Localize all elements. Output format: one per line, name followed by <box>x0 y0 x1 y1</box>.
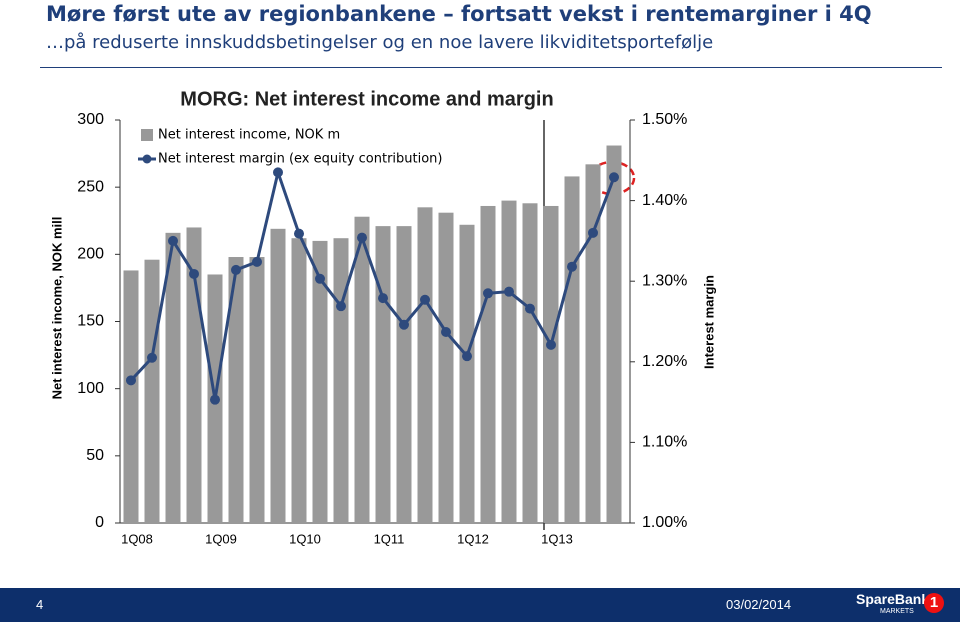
line-point <box>588 227 598 238</box>
line-point <box>336 301 346 312</box>
page-number: 4 <box>36 597 44 612</box>
y-tick-label: 150 <box>77 313 104 330</box>
bar <box>375 226 391 523</box>
y-tick-label: 100 <box>77 380 104 397</box>
bar <box>396 226 412 523</box>
y2-tick-label: 1.40% <box>642 192 687 209</box>
legend-marker <box>142 154 152 164</box>
y2-tick-label: 1.10% <box>642 434 687 451</box>
bar <box>585 164 601 523</box>
line-point <box>189 268 199 279</box>
bar <box>333 238 349 524</box>
chart-title: MORG: Net interest income and margin <box>180 88 553 110</box>
line-point <box>315 273 325 284</box>
line-point <box>378 293 388 304</box>
bar <box>249 257 265 523</box>
legend-label: Net interest margin (ex equity contribut… <box>158 152 443 167</box>
bar <box>228 257 244 523</box>
bar <box>270 228 286 523</box>
divider <box>40 67 942 68</box>
x-tick-label: 1Q13 <box>541 531 573 546</box>
line-point <box>567 261 577 272</box>
line-point <box>210 394 220 405</box>
line-point <box>357 232 367 243</box>
line-point <box>147 352 157 363</box>
bar <box>354 216 370 523</box>
line-point <box>294 228 304 239</box>
line-point <box>609 172 619 183</box>
y2-tick-label: 1.50% <box>642 111 687 128</box>
date: 03/02/2014 <box>726 597 792 612</box>
line <box>129 166 616 400</box>
bar <box>417 207 433 524</box>
chart: MORG: Net interest income and margin Net… <box>49 88 716 546</box>
line-point <box>546 339 556 350</box>
line-point <box>441 326 451 337</box>
line-point <box>399 319 409 330</box>
line-point <box>252 256 262 267</box>
logo-text: SpareBank <box>856 591 930 607</box>
logo-sub: MARKETS <box>880 608 914 615</box>
line-point <box>525 303 535 314</box>
line-point <box>231 264 241 275</box>
y2-tick-label: 1.00% <box>642 514 687 531</box>
logo-badge: 1 <box>924 593 944 613</box>
bar <box>312 240 328 523</box>
bar <box>123 270 139 523</box>
bar <box>438 212 454 523</box>
bar <box>165 232 181 523</box>
bar <box>606 145 622 524</box>
legend-label: Net interest income, NOK m <box>158 128 340 143</box>
line-point <box>462 351 472 362</box>
bar <box>501 200 517 523</box>
y2-tick-label: 1.20% <box>642 353 687 370</box>
y-tick-label: 300 <box>77 111 104 128</box>
y2-tick-label: 1.30% <box>642 272 687 289</box>
legend-swatch <box>141 129 153 141</box>
bar <box>144 259 160 523</box>
bar <box>291 238 307 524</box>
x-tick-label: 1Q11 <box>374 531 405 546</box>
y-tick-label: 250 <box>77 178 104 195</box>
bar <box>459 224 475 523</box>
y-axis-label: Net interest income, NOK mill <box>49 217 64 400</box>
line-point <box>126 375 136 386</box>
y2-axis-label: Interest margin <box>701 275 716 369</box>
line-point <box>504 286 514 297</box>
slide-subtitle: …på reduserte innskuddsbetingelser og en… <box>46 32 714 53</box>
footer-bar: 4 03/02/2014 SpareBank MARKETS 1 <box>0 588 960 622</box>
y-tick-label: 50 <box>86 447 104 464</box>
bar <box>522 203 538 523</box>
line-point <box>483 288 493 299</box>
x-tick-label: 1Q10 <box>289 531 321 546</box>
line-point <box>420 294 430 305</box>
bar <box>564 176 580 524</box>
bar <box>480 205 496 523</box>
line-point <box>273 167 283 178</box>
bar <box>543 205 559 523</box>
x-tick-label: 1Q12 <box>457 531 489 546</box>
x-tick-label: 1Q09 <box>205 531 237 546</box>
line-point <box>168 235 178 246</box>
x-tick-label: 1Q08 <box>121 531 153 546</box>
y-tick-label: 0 <box>95 514 104 531</box>
y-tick-label: 200 <box>77 246 104 263</box>
slide-title: Møre først ute av regionbankene – fortsa… <box>46 2 872 26</box>
